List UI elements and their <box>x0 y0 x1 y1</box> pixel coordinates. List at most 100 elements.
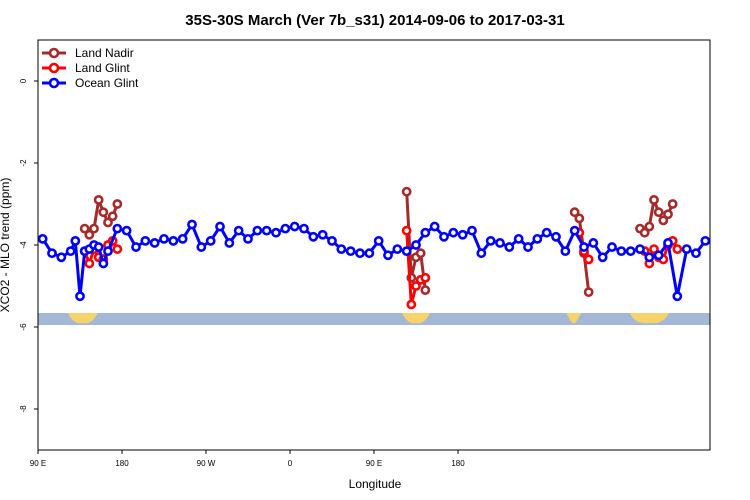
data-point <box>103 246 113 257</box>
data-point <box>93 242 104 252</box>
data-point <box>411 281 421 291</box>
data-point <box>467 225 477 236</box>
data-point <box>280 223 291 234</box>
y-tick-label: -8 <box>19 405 28 413</box>
data-point <box>243 233 253 244</box>
data-point <box>196 242 207 252</box>
data-point <box>560 246 571 257</box>
data-point <box>401 186 412 197</box>
ocean-band <box>38 313 710 325</box>
series-layer <box>38 186 710 310</box>
data-point <box>140 235 151 246</box>
x-tick-label: 90 E <box>366 459 382 468</box>
x-tick-label: 90 W <box>197 459 216 468</box>
data-point <box>84 229 95 240</box>
data-point <box>401 225 412 236</box>
data-point <box>112 223 123 234</box>
data-point <box>65 246 76 257</box>
data-point <box>681 244 692 254</box>
data-point <box>205 235 216 246</box>
data-point <box>93 194 104 205</box>
data-point <box>597 252 608 263</box>
data-point <box>327 235 337 246</box>
data-point <box>79 223 90 234</box>
data-point <box>252 225 263 236</box>
data-point <box>607 242 617 252</box>
data-point <box>89 223 99 234</box>
data-point <box>289 221 300 232</box>
data-point <box>429 221 440 232</box>
y-axis-label: XCO2 - MLO trend (ppm) <box>0 178 12 313</box>
data-point <box>569 207 580 218</box>
data-point <box>495 238 505 248</box>
data-point <box>415 248 426 259</box>
data-point <box>47 248 57 259</box>
data-point <box>383 250 393 261</box>
data-point <box>663 238 673 248</box>
x-tick-label: 0 <box>288 459 293 468</box>
y-tick-label: -6 <box>19 323 28 331</box>
data-point <box>233 225 244 236</box>
data-point <box>583 287 594 298</box>
x-tick-label: 90 E <box>30 459 46 468</box>
data-point <box>653 250 664 261</box>
data-point <box>513 233 524 244</box>
data-point <box>583 254 594 265</box>
data-point <box>485 235 496 246</box>
data-point <box>107 211 118 222</box>
data-point <box>667 199 678 209</box>
data-point <box>103 217 113 228</box>
data-point <box>420 272 431 283</box>
land-shape <box>629 313 669 324</box>
data-point <box>56 252 67 263</box>
y-axis: 0 -2 -4 -6 -8 <box>19 78 38 413</box>
data-point <box>448 227 459 238</box>
data-point <box>672 244 683 254</box>
series-ocean-glint <box>38 219 710 302</box>
data-point <box>644 221 655 232</box>
y-tick-label: -4 <box>19 241 28 249</box>
data-point <box>224 238 235 248</box>
data-point <box>75 291 85 302</box>
data-point <box>317 229 328 240</box>
legend-marker <box>48 47 60 59</box>
data-point <box>457 229 468 240</box>
data-point <box>149 238 160 248</box>
data-point <box>476 248 487 259</box>
data-point <box>672 291 683 302</box>
data-point <box>653 207 664 218</box>
data-point <box>131 242 141 252</box>
y-tick-label: 0 <box>19 78 28 83</box>
data-point <box>336 244 347 254</box>
data-point <box>308 231 319 242</box>
data-point <box>616 246 627 257</box>
data-point <box>345 246 356 257</box>
land-shape <box>566 313 582 324</box>
data-point <box>420 227 431 238</box>
x-axis-label: Longitude <box>349 477 402 491</box>
data-point <box>70 235 81 246</box>
data-point <box>121 225 132 236</box>
data-point <box>420 285 431 295</box>
y-tick-label: -2 <box>19 159 28 167</box>
data-point <box>551 231 561 242</box>
data-point <box>691 248 701 259</box>
data-point <box>635 244 645 254</box>
data-point <box>364 248 375 259</box>
data-point <box>649 194 659 205</box>
data-point <box>38 233 48 244</box>
land-shape <box>67 313 98 324</box>
data-point <box>579 242 589 252</box>
data-point <box>112 199 123 209</box>
data-point <box>663 209 673 220</box>
data-point <box>373 235 384 246</box>
data-point <box>569 225 580 236</box>
data-point <box>625 246 636 257</box>
data-point <box>523 242 533 252</box>
legend-label: Ocean Glint <box>75 76 139 90</box>
data-point <box>411 240 421 250</box>
data-point <box>299 223 309 234</box>
data-point <box>98 207 109 218</box>
legend-label: Land Glint <box>75 61 130 75</box>
